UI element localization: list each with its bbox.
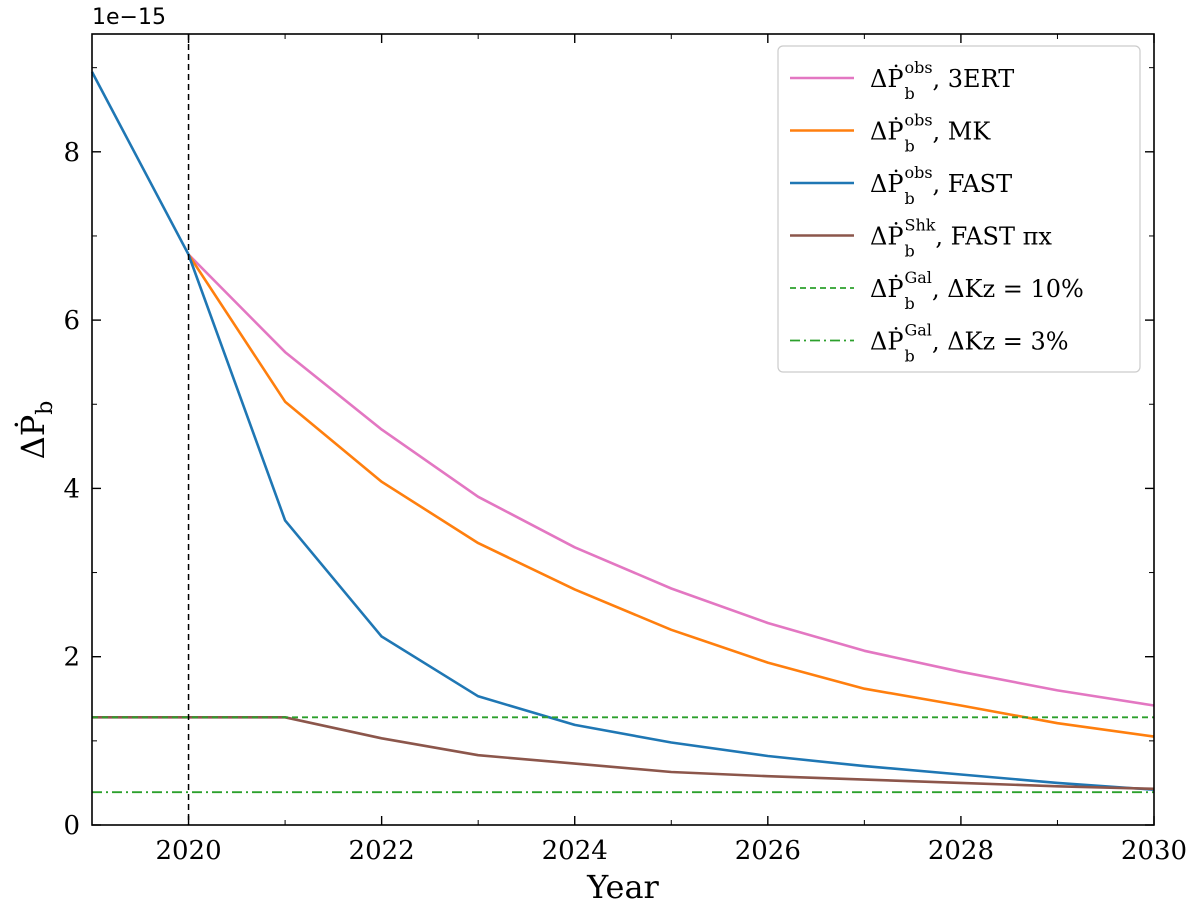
axis-ticks: 2020 2022 2024 2026 2028 2030 0 2 4 6 8: [63, 34, 1187, 866]
series-line-3: [92, 715, 1155, 791]
legend: ΔṖobs b, 3ERT ΔṖobs b, MK ΔṖobs b, FAST ΔṖShk b…: [777, 45, 1141, 373]
series-line-1: [187, 253, 1155, 738]
y-tick-label: 6: [63, 306, 80, 336]
x-tick-label: 2028: [928, 836, 994, 866]
y-tick-label: 2: [63, 643, 80, 673]
legend-label-5: ΔṖGal b, ΔKz = 3%: [870, 321, 1069, 366]
x-tick-label: 2026: [735, 836, 801, 866]
legend-label-3: ΔṖShk b, FAST πx: [870, 216, 1052, 261]
legend-label-0: ΔṖobs b, 3ERT: [870, 58, 1014, 103]
x-tick-label: 2022: [349, 836, 415, 866]
y-tick-label: 4: [63, 474, 80, 504]
y-tick-label: 8: [63, 138, 80, 168]
x-tick-label: 2030: [1121, 836, 1187, 866]
y-axis-label-text: ΔṖb: [14, 401, 58, 460]
y-offset-label: 1e−15: [92, 5, 166, 30]
y-tick-label: 0: [63, 811, 80, 841]
plot-frame: [91, 33, 1155, 826]
legend-box: [777, 45, 1141, 373]
y-axis-label: ΔṖb: [14, 401, 58, 460]
x-axis-label: Year: [586, 868, 659, 906]
series-line-0: [187, 253, 1155, 707]
x-tick-label: 2024: [542, 836, 608, 866]
plot-lines: [90, 34, 1155, 825]
legend-label-2: ΔṖobs b, FAST: [870, 163, 1012, 208]
x-tick-label: 2020: [155, 836, 221, 866]
series-line-2: [90, 71, 1155, 791]
legend-label-1: ΔṖobs b, MK: [870, 111, 991, 156]
legend-label-4: ΔṖGal b, ΔKz = 10%: [870, 268, 1084, 313]
